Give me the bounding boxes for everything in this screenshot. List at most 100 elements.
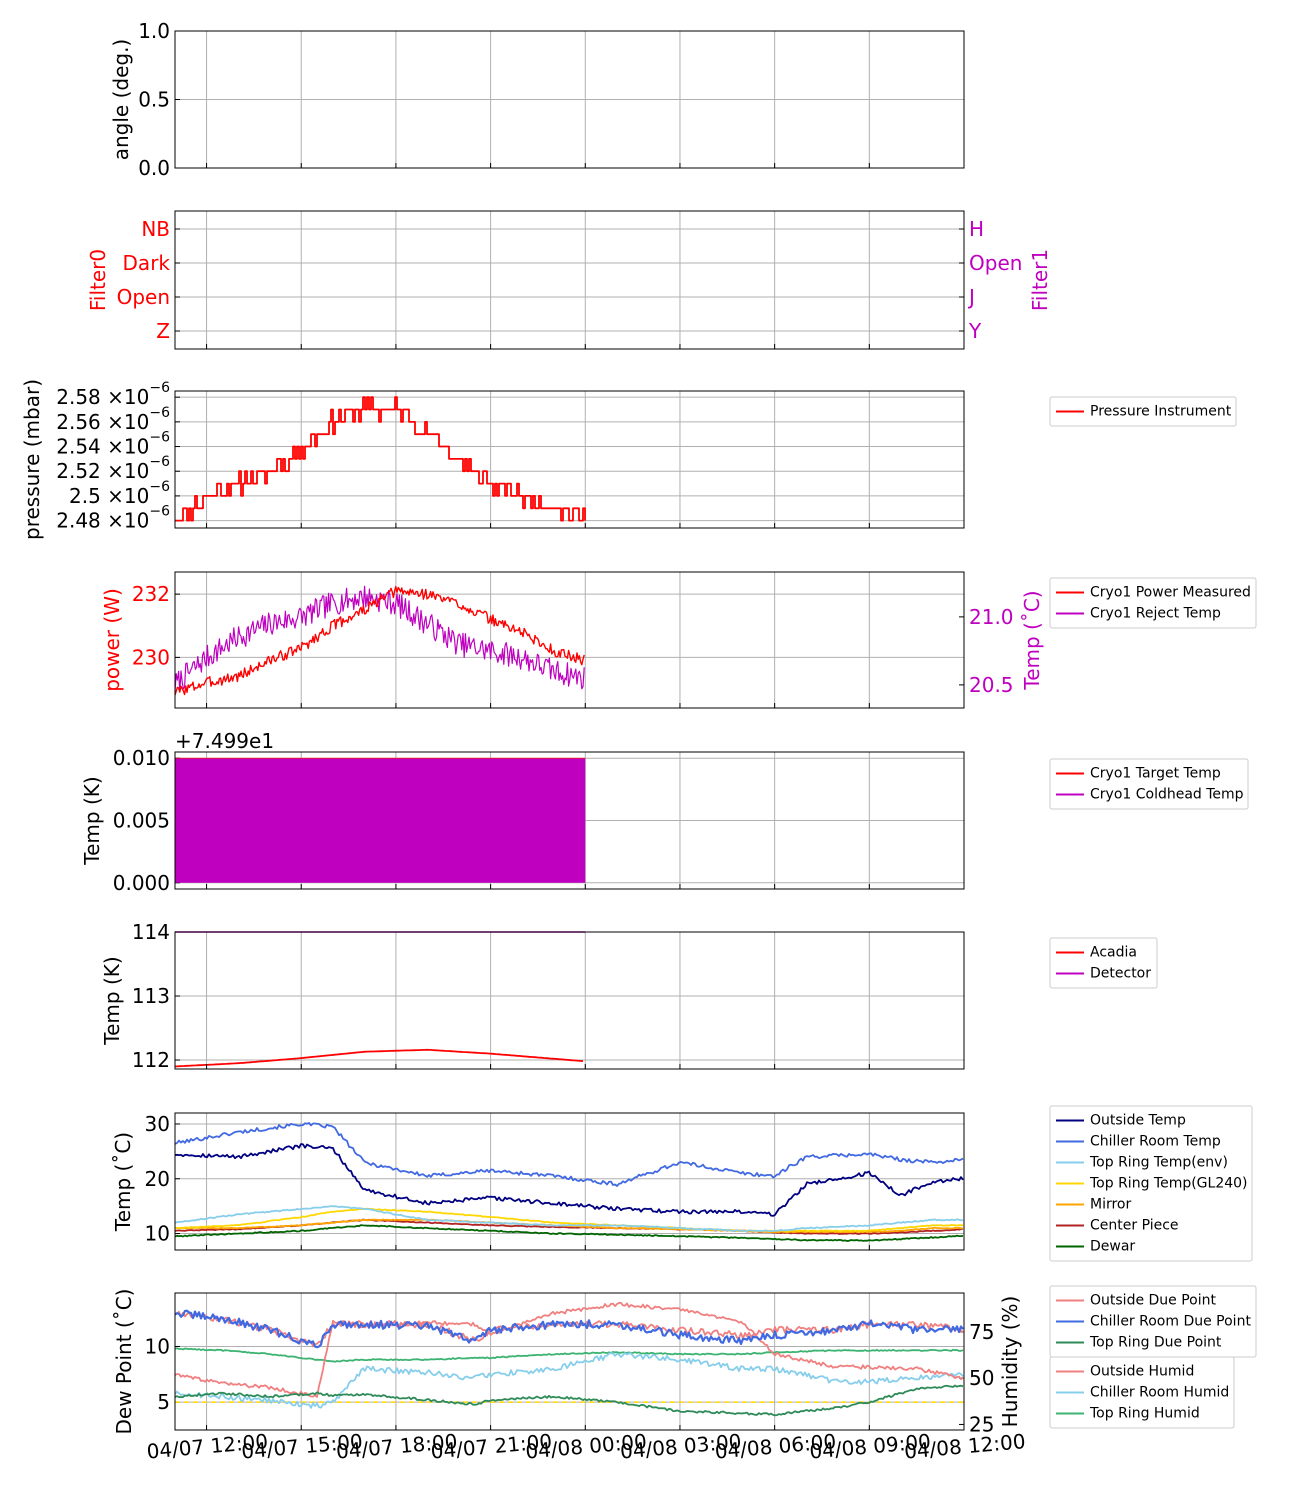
- axes-border: [174, 390, 965, 529]
- series-top-ring-due-point: [174, 1384, 964, 1417]
- panel-7: 10 20 30 Temp (˚C) Outside Temp Chiller Room …: [111, 1105, 1253, 1262]
- legend-entry: Top Ring Temp(env): [1089, 1155, 1228, 1171]
- y-tick-label-right: H: [969, 217, 984, 241]
- legend-entry: Pressure Instrument: [1090, 404, 1232, 420]
- y-axis-label: angle (deg.): [109, 39, 133, 161]
- series-cryo1-reject-temp: [174, 585, 585, 693]
- y-axis-label: Temp (K): [80, 776, 104, 865]
- y-tick-label-right: J: [967, 285, 975, 309]
- y-tick-label: 0.005: [113, 809, 170, 833]
- legend-entry: Outside Due Point: [1090, 1293, 1217, 1309]
- y-tick-label: 20: [145, 1167, 170, 1191]
- axes-border: [174, 1292, 965, 1431]
- y-axis-label: Dew Point (˚C): [112, 1288, 136, 1434]
- y-tick-label: 10: [145, 1334, 170, 1358]
- plot-area: [175, 1293, 964, 1430]
- y-tick-label-right: 50: [969, 1366, 994, 1390]
- y-tick-label: 113: [132, 984, 170, 1008]
- panel-5: 0.000 0.005 0.010+7.499e1 Temp (K) Cryo1 Tar…: [80, 729, 1249, 895]
- y-axis-label: Temp (K): [100, 956, 124, 1045]
- y-tick-label: 5: [157, 1390, 170, 1414]
- axes-border: [174, 931, 965, 1070]
- legend-entry: Center Piece: [1090, 1218, 1179, 1234]
- legend-entry: Top Ring Due Point: [1089, 1335, 1222, 1351]
- plot-area: [175, 572, 964, 708]
- plot-area: [175, 1113, 964, 1250]
- legend-entry: Cryo1 Power Measured: [1090, 585, 1251, 601]
- plot-area: [175, 932, 964, 1069]
- y-tick-label: Dark: [123, 251, 171, 275]
- y-tick-label: 2.58 ×10−6: [56, 380, 170, 409]
- legend: Cryo1 Target Temp Cryo1 Coldhead Temp: [1049, 758, 1249, 810]
- series-outside-temp: [174, 1143, 964, 1217]
- y-tick-label: 2.52 ×10−6: [56, 454, 170, 483]
- y-tick-label: 230: [132, 645, 170, 669]
- series-top-ring-humid: [174, 1347, 964, 1363]
- y-tick-label-right: 21.0: [969, 605, 1014, 629]
- legend-entry: Chiller Room Temp: [1090, 1134, 1221, 1150]
- y-axis-label-right: Temp (˚C): [1020, 590, 1044, 690]
- y-tick-label: 2.48 ×10−6: [56, 504, 170, 533]
- y-tick-label: 0.5: [138, 88, 170, 112]
- axes-border: [174, 210, 965, 350]
- y-tick-label: Open: [117, 285, 170, 309]
- legend-entry: Detector: [1090, 966, 1151, 982]
- series-dewar: [174, 1224, 964, 1242]
- legend-frame: [1049, 577, 1257, 629]
- y-axis-label: pressure (mbar): [20, 379, 44, 540]
- legend: Outside Due Point Chiller Room Due Point T…: [1049, 1285, 1257, 1358]
- legend: Acadia Detector: [1049, 937, 1158, 989]
- series-outside-humid: [174, 1302, 964, 1398]
- series-chiller-room-temp: [174, 1122, 964, 1187]
- series-acadia: [174, 1048, 584, 1068]
- y-tick-label: 2.56 ×10−6: [56, 405, 170, 434]
- y-tick-label: 1.0: [138, 19, 170, 43]
- legend-entry: Mirror: [1090, 1197, 1131, 1213]
- y-tick-label: 114: [132, 920, 170, 944]
- y-axis-label-right: Filter1: [1028, 249, 1052, 311]
- plot-area: [175, 211, 964, 349]
- y-axis-label: Temp (˚C): [111, 1132, 135, 1232]
- legend-frame: [1049, 1356, 1235, 1429]
- y-tick-label: 30: [145, 1112, 170, 1136]
- y-tick-label: 2.5 ×10−6: [69, 479, 170, 508]
- y-axis-label: power (W): [100, 588, 124, 692]
- axes-border: [174, 571, 965, 709]
- axes-border: [174, 30, 965, 169]
- legend-entry: Dewar: [1090, 1239, 1135, 1255]
- y-tick-label-right: 20.5: [969, 673, 1014, 697]
- series-cryo1-coldhead-temp: [175, 758, 586, 883]
- legend-entry: Outside Humid: [1090, 1364, 1194, 1380]
- axes-border: [174, 751, 965, 890]
- plot-area: [175, 391, 964, 528]
- series-top-ring-temp-env: [174, 1205, 964, 1233]
- legend: Cryo1 Power Measured Cryo1 Reject Temp: [1049, 577, 1257, 629]
- legend-entry: Chiller Room Humid: [1090, 1385, 1229, 1401]
- y-tick-label: 0.000: [113, 871, 170, 895]
- series-chiller-room-due-point: [174, 1309, 964, 1349]
- y-tick-label-right: Y: [968, 319, 982, 343]
- y-axis-label: Filter0: [86, 249, 110, 311]
- legend-entry: Outside Temp: [1090, 1113, 1186, 1129]
- series-top-ring-temp-gl240: [174, 1207, 964, 1233]
- legend-entry: Cryo1 Target Temp: [1090, 766, 1221, 782]
- legend-frame: [1049, 937, 1158, 989]
- y-tick-label: 2.54 ×10−6: [56, 430, 170, 459]
- y-tick-label-right: 25: [969, 1412, 994, 1436]
- y-tick-label-right: 75: [969, 1320, 994, 1344]
- y-tick-label: 112: [132, 1048, 170, 1072]
- legend: Outside Humid Chiller Room Humid Top Ring …: [1049, 1356, 1235, 1429]
- legend-frame: [1049, 758, 1249, 810]
- y-tick-label-right: Open: [969, 251, 1022, 275]
- legend-entry: Cryo1 Coldhead Temp: [1090, 787, 1244, 803]
- legend-entry: Acadia: [1090, 945, 1137, 961]
- y-tick-label: 10: [145, 1222, 170, 1246]
- y-tick-label: 0.010: [113, 746, 170, 770]
- y-tick-label: NB: [141, 217, 170, 241]
- series-chiller-room-humid: [174, 1352, 964, 1409]
- y-tick-label: 232: [132, 582, 170, 606]
- legend-entry: Top Ring Temp(GL240): [1089, 1176, 1248, 1192]
